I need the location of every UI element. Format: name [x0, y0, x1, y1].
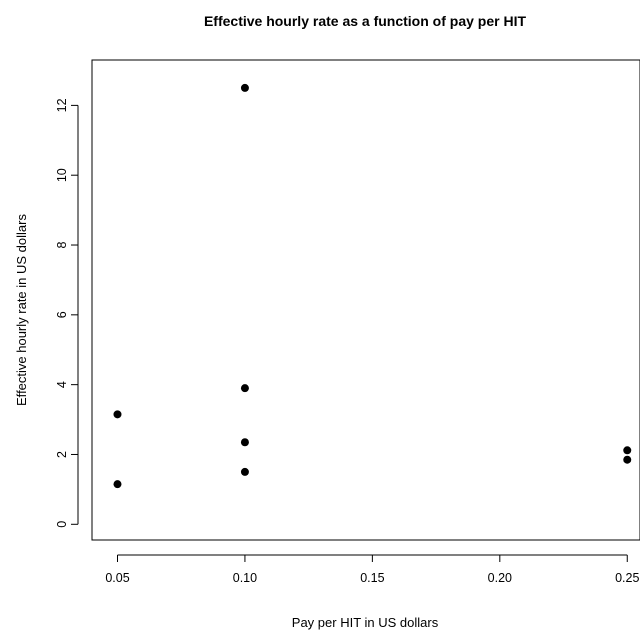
data-point [113, 410, 122, 419]
y-tick-label: 12 [55, 98, 69, 112]
data-points [113, 83, 632, 489]
y-tick-label: 8 [55, 241, 69, 248]
x-tick-label: 0.05 [105, 571, 129, 585]
y-axis-title: Effective hourly rate in US dollars [14, 214, 29, 406]
y-tick-label: 4 [55, 381, 69, 388]
data-point [240, 384, 249, 393]
plot-frame [91, 59, 640, 541]
data-point [623, 446, 632, 455]
chart-title: Effective hourly rate as a function of p… [204, 13, 527, 29]
y-tick-label: 10 [55, 168, 69, 182]
data-point [240, 83, 249, 92]
data-point [240, 438, 249, 447]
data-point [113, 480, 122, 489]
data-point [240, 467, 249, 476]
x-tick-label: 0.20 [488, 571, 512, 585]
data-point [623, 455, 632, 464]
y-tick-label: 2 [55, 451, 69, 458]
x-tick-label: 0.25 [615, 571, 639, 585]
x-tick-label: 0.10 [233, 571, 257, 585]
y-tick-label: 0 [55, 521, 69, 528]
y-axis: 0 2 4 6 8 10 12 [55, 98, 79, 528]
x-tick-label: 0.15 [360, 571, 384, 585]
x-axis-title: Pay per HIT in US dollars [292, 615, 439, 630]
y-tick-label: 6 [55, 311, 69, 318]
x-axis: 0.05 0.10 0.15 0.20 0.25 [105, 554, 639, 585]
